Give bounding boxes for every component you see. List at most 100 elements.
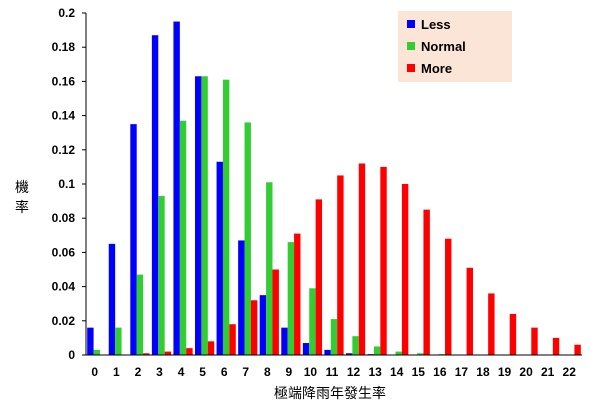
legend-label-more: More xyxy=(421,61,452,76)
bar-less-6 xyxy=(216,161,223,355)
x-tick-label: 2 xyxy=(135,365,142,379)
bar-normal-3 xyxy=(158,195,165,355)
x-tick-label: 0 xyxy=(91,365,98,379)
bar-less-12 xyxy=(345,353,353,355)
bar-more-13 xyxy=(380,166,387,355)
bar-less-3 xyxy=(151,35,159,355)
y-axis-title: 機率 xyxy=(15,180,29,216)
bar-less-5 xyxy=(195,76,202,356)
bar-more-11 xyxy=(337,175,344,355)
x-tick-label: 5 xyxy=(199,365,206,379)
legend-label-normal: Normal xyxy=(421,39,466,54)
y-axis-title-char: 率 xyxy=(15,199,29,216)
x-tick-label: 13 xyxy=(368,365,382,379)
y-tick-label: 0.06 xyxy=(52,245,76,259)
bar-more-22 xyxy=(574,344,581,355)
bar-normal-14 xyxy=(395,351,402,355)
bar-normal-10 xyxy=(309,288,316,355)
x-tick-label: 14 xyxy=(390,365,404,379)
bar-less-10 xyxy=(302,343,310,355)
bar-more-18 xyxy=(488,293,495,355)
bar-normal-9 xyxy=(287,242,295,355)
y-tick-label: 0.16 xyxy=(52,74,76,88)
bar-more-3 xyxy=(164,351,172,355)
x-tick-label: 1 xyxy=(113,365,120,379)
x-tick-label: 7 xyxy=(242,365,249,379)
bar-more-12 xyxy=(358,163,366,355)
bar-normal-1 xyxy=(115,327,122,355)
bar-more-19 xyxy=(509,313,517,355)
y-tick-label: 0.02 xyxy=(52,314,76,328)
legend-background xyxy=(398,11,512,82)
bar-normal-7 xyxy=(244,122,251,355)
x-tick-label: 15 xyxy=(412,365,426,379)
x-tick-label: 6 xyxy=(221,365,228,379)
bar-more-21 xyxy=(552,337,560,355)
bar-more-15 xyxy=(423,209,430,355)
y-tick-label: 0.1 xyxy=(58,177,75,191)
bar-more-10 xyxy=(315,199,323,355)
bar-normal-8 xyxy=(266,182,273,355)
x-ticks: 0 1 2 3 4 5 6 7 8 9 10 11 12 13 14 15 16 17 18 19 20 21 22 xyxy=(91,365,576,379)
x-tick-label: 22 xyxy=(563,365,577,379)
bar-normal-4 xyxy=(179,120,187,355)
y-tick-label: 0.14 xyxy=(52,109,76,123)
x-tick-label: 9 xyxy=(286,365,293,379)
bar-more-14 xyxy=(401,184,409,355)
bar-less-2 xyxy=(130,124,137,356)
bar-more-8 xyxy=(272,269,279,355)
bar-normal-2 xyxy=(136,274,144,355)
bar-more-4 xyxy=(186,348,193,355)
bar-normal-5 xyxy=(201,76,208,356)
y-tick-label: 0.04 xyxy=(52,280,76,294)
x-tick-label: 12 xyxy=(347,365,361,379)
bar-normal-11 xyxy=(330,319,338,355)
x-tick-label: 21 xyxy=(541,365,555,379)
x-tick-label: 17 xyxy=(455,365,469,379)
legend-swatch-normal xyxy=(407,42,415,50)
bar-less-9 xyxy=(281,327,288,355)
bar-more-5 xyxy=(207,341,215,355)
x-tick-label: 19 xyxy=(498,365,512,379)
x-tick-label: 18 xyxy=(476,365,490,379)
x-tick-label: 20 xyxy=(519,365,533,379)
legend: Less Normal More xyxy=(398,11,512,82)
bar-less-7 xyxy=(238,240,245,355)
x-tick-label: 3 xyxy=(156,365,163,379)
bar-more-7 xyxy=(250,300,258,355)
y-ticks: 0 0.02 0.04 0.06 0.08 0.1 0.12 0.14 0.16 0.18 0.2 xyxy=(52,6,86,362)
bar-less-1 xyxy=(108,243,116,355)
x-tick-label: 11 xyxy=(326,365,339,379)
x-tick-label: 4 xyxy=(178,365,185,379)
bar-normal-0 xyxy=(93,349,100,355)
y-tick-label: 0 xyxy=(68,348,75,362)
bar-more-9 xyxy=(294,233,301,355)
bar-normal-6 xyxy=(222,79,230,355)
y-axis-title-char: 機 xyxy=(15,180,29,196)
bar-more-16 xyxy=(445,238,452,355)
y-tick-label: 0.12 xyxy=(52,143,76,157)
bar-normal-12 xyxy=(352,336,359,355)
bar-less-8 xyxy=(259,295,267,355)
y-tick-label: 0.08 xyxy=(52,211,76,225)
bar-more-20 xyxy=(531,327,538,355)
bars-layer xyxy=(87,21,581,356)
legend-swatch-more xyxy=(407,64,415,72)
bar-less-4 xyxy=(173,21,180,356)
y-tick-label: 0.2 xyxy=(58,6,75,20)
legend-label-less: Less xyxy=(421,17,451,32)
legend-swatch-less xyxy=(407,20,415,28)
bar-more-17 xyxy=(466,267,473,355)
x-axis-title: 極端降雨年發生率 xyxy=(274,385,386,402)
bar-less-11 xyxy=(324,349,331,355)
x-tick-label: 16 xyxy=(433,365,447,379)
x-tick-label: 10 xyxy=(304,365,318,379)
bar-normal-13 xyxy=(373,346,381,355)
x-tick-label: 8 xyxy=(264,365,271,379)
y-tick-label: 0.18 xyxy=(52,40,76,54)
bar-more-6 xyxy=(229,324,236,355)
bar-more-2 xyxy=(143,353,150,355)
bar-less-0 xyxy=(87,327,94,355)
bar-normal-15 xyxy=(417,353,424,355)
